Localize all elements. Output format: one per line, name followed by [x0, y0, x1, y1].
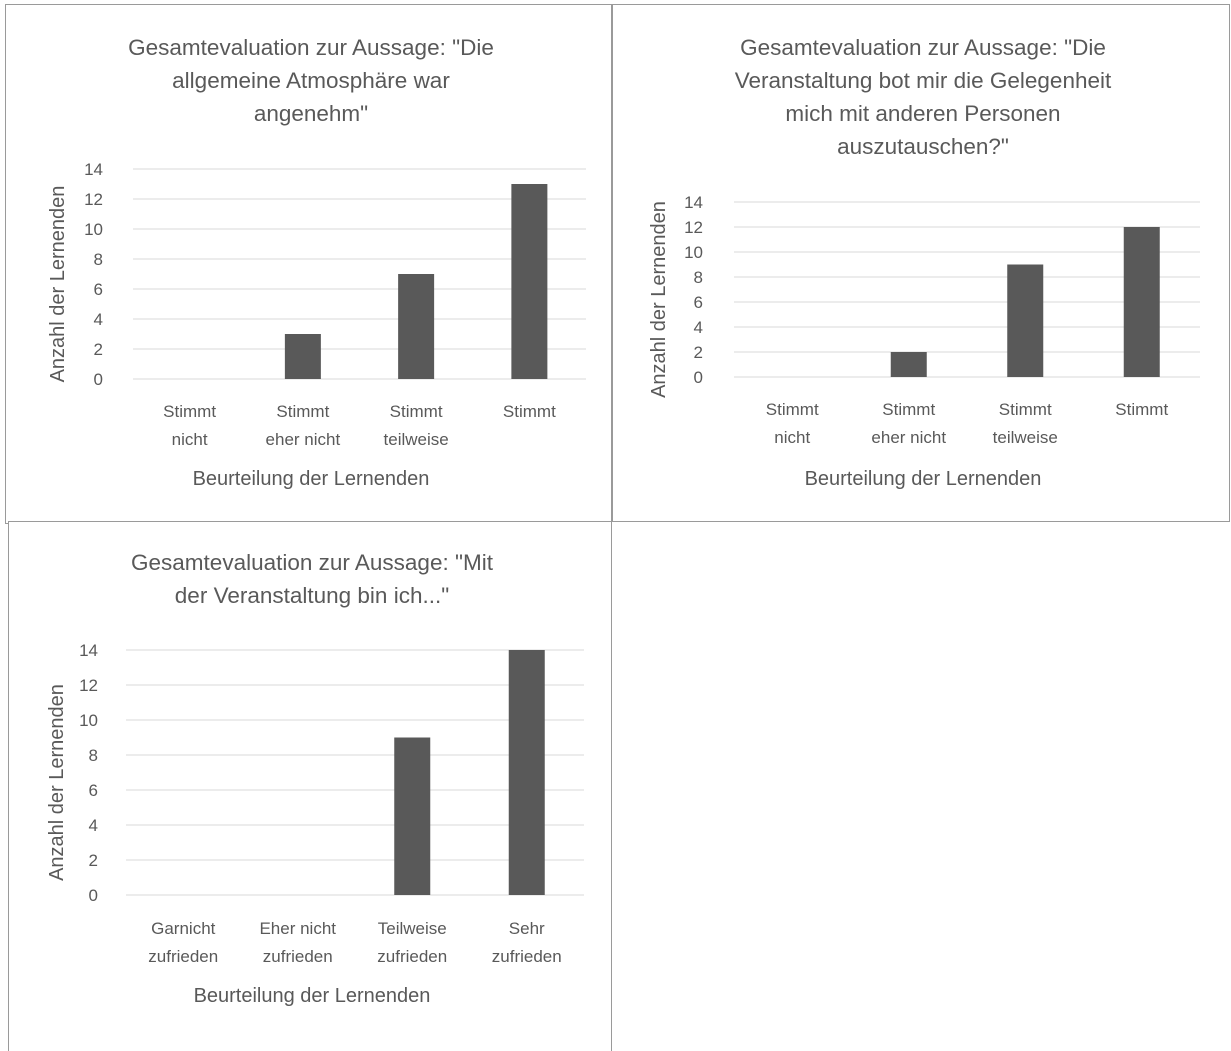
y-axis-label: Anzahl der Lernenden	[47, 186, 69, 383]
chart-title-line: der Veranstaltung bin ich..."	[175, 583, 449, 608]
x-category-label: nicht	[774, 428, 810, 447]
chart-panel-satisfaction: Gesamtevaluation zur Aussage: "Mit der Ve…	[8, 521, 612, 1051]
x-category-label: Stimmt	[390, 402, 443, 421]
x-category-label: zufrieden	[377, 947, 447, 966]
x-category-label: Stimmt	[1115, 400, 1168, 419]
x-category-label: zufrieden	[263, 947, 333, 966]
bar	[890, 352, 927, 377]
bar	[398, 274, 435, 379]
y-axis-label: Anzahl der Lernenden	[648, 201, 670, 398]
x-category-label: nicht	[172, 430, 208, 449]
x-category-label: Eher nicht	[259, 919, 336, 938]
x-category-label: teilweise	[384, 430, 449, 449]
bar	[508, 650, 545, 895]
bar	[1123, 227, 1160, 377]
chart-panel-exchange: Gesamtevaluation zur Aussage: "Die Verans…	[612, 4, 1230, 522]
y-tick-label: 2	[694, 343, 703, 362]
x-category-label: zufrieden	[148, 947, 218, 966]
chart-title-line: allgemeine Atmosphäre war	[172, 68, 450, 93]
bar-chart-satisfaction: Gesamtevaluation zur Aussage: "Mit der Ve…	[46, 550, 584, 1007]
chart-title-line: Gesamtevaluation zur Aussage: "Die	[128, 35, 494, 60]
y-tick-label: 0	[89, 886, 98, 905]
y-tick-label: 2	[89, 851, 98, 870]
y-tick-label: 2	[94, 340, 103, 359]
x-category-label: Stimmt	[882, 400, 935, 419]
bar-chart-exchange: Gesamtevaluation zur Aussage: "Die Verans…	[648, 35, 1200, 490]
y-tick-label: 10	[84, 220, 103, 239]
bar-chart-atmosphere: Gesamtevaluation zur Aussage: "Die allgem…	[47, 35, 586, 490]
y-tick-label: 14	[684, 193, 703, 212]
bar	[511, 184, 548, 379]
y-tick-label: 6	[694, 293, 703, 312]
chart-title-line: auszutauschen?"	[837, 134, 1009, 159]
bar	[394, 737, 431, 895]
chart-title-line: Veranstaltung bot mir die Gelegenheit	[735, 68, 1112, 93]
x-category-label: zufrieden	[492, 947, 562, 966]
y-tick-label: 12	[84, 190, 103, 209]
x-category-label: Stimmt	[503, 402, 556, 421]
x-category-label: Stimmt	[163, 402, 216, 421]
bar	[284, 334, 321, 379]
y-tick-label: 8	[694, 268, 703, 287]
x-category-label: Garnicht	[151, 919, 216, 938]
x-category-label: Stimmt	[766, 400, 819, 419]
y-tick-label: 4	[89, 816, 98, 835]
x-axis-label: Beurteilung der Lernenden	[194, 985, 431, 1007]
chart-title-line: angenehm"	[254, 101, 368, 126]
y-tick-label: 10	[684, 243, 703, 262]
y-axis-label: Anzahl der Lernenden	[46, 684, 68, 881]
chart-title-line: Gesamtevaluation zur Aussage: "Mit	[131, 550, 494, 575]
x-category-label: Teilweise	[378, 919, 447, 938]
y-tick-label: 4	[694, 318, 703, 337]
y-tick-label: 10	[79, 711, 98, 730]
x-axis-label: Beurteilung der Lernenden	[193, 468, 430, 490]
chart-title-line: mich mit anderen Personen	[785, 101, 1060, 126]
y-tick-label: 6	[89, 781, 98, 800]
y-tick-label: 14	[84, 160, 103, 179]
x-category-label: Sehr	[509, 919, 545, 938]
y-tick-label: 8	[94, 250, 103, 269]
x-category-label: teilweise	[993, 428, 1058, 447]
chart-panel-atmosphere: Gesamtevaluation zur Aussage: "Die allgem…	[5, 4, 612, 524]
x-category-label: Stimmt	[999, 400, 1052, 419]
y-tick-label: 12	[79, 676, 98, 695]
y-tick-label: 14	[79, 641, 98, 660]
x-category-label: Stimmt	[276, 402, 329, 421]
x-category-label: eher nicht	[871, 428, 946, 447]
y-tick-label: 12	[684, 218, 703, 237]
y-tick-label: 6	[94, 280, 103, 299]
x-category-label: eher nicht	[266, 430, 341, 449]
y-tick-label: 0	[94, 370, 103, 389]
bar	[1007, 264, 1044, 377]
chart-title-line: Gesamtevaluation zur Aussage: "Die	[740, 35, 1106, 60]
y-tick-label: 0	[694, 368, 703, 387]
y-tick-label: 4	[94, 310, 103, 329]
y-tick-label: 8	[89, 746, 98, 765]
x-axis-label: Beurteilung der Lernenden	[805, 468, 1042, 490]
